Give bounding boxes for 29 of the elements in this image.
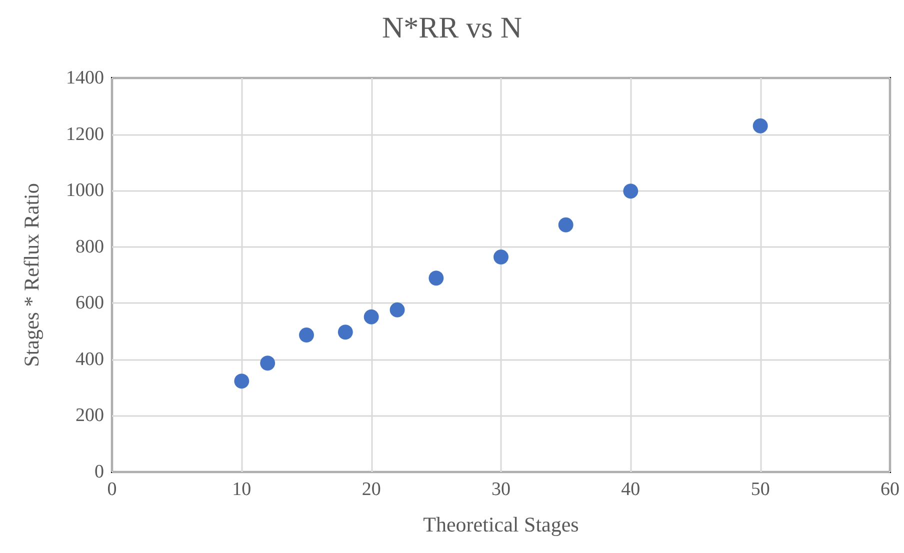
y-tick-label: 800: [76, 236, 104, 258]
x-tick-label: 40: [621, 479, 640, 500]
x-tick-label: 30: [492, 479, 510, 500]
y-axis-title: Stages * Reflux Ratio: [20, 183, 44, 367]
point: [558, 217, 574, 232]
y-tick-label: 600: [76, 292, 104, 314]
x-tick-label: 20: [362, 479, 381, 500]
point: [260, 356, 276, 371]
point: [390, 302, 405, 318]
x-tick-label: 50: [750, 479, 770, 500]
y-tick-label: 0: [94, 462, 104, 482]
chart-title: N*RR vs N: [382, 12, 522, 44]
x-tick-label: 0: [107, 479, 117, 500]
y-tick-label: 1200: [66, 124, 104, 145]
y-tick-label: 1000: [66, 180, 104, 202]
point: [234, 374, 250, 389]
point: [623, 184, 638, 199]
y-tick-label: 400: [76, 348, 104, 370]
point: [338, 324, 353, 340]
point: [494, 249, 508, 264]
x-tick-label: 60: [880, 479, 900, 500]
x-axis-title: Theoretical Stages: [423, 512, 579, 536]
point: [428, 270, 444, 286]
y-tick-label: 1400: [66, 68, 104, 88]
point: [752, 118, 768, 134]
y-tick-label: 200: [76, 405, 104, 426]
point: [299, 327, 314, 342]
point: [364, 309, 379, 324]
x-tick-label: 10: [232, 479, 252, 500]
